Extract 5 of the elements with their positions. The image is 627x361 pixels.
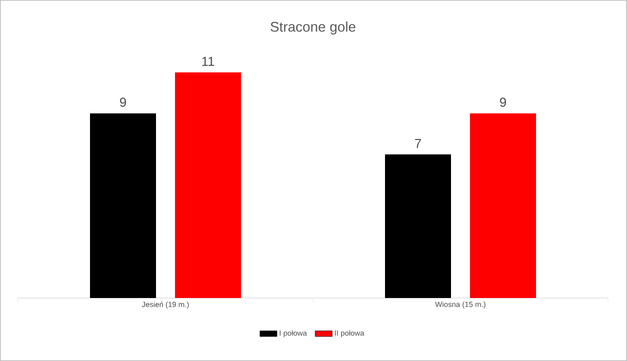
data-label: 9 [120,98,126,107]
data-label: 7 [415,138,421,148]
chart-title: Stracone gole [270,21,356,34]
data-label: 9 [500,98,506,107]
data-label: 11 [202,56,214,66]
